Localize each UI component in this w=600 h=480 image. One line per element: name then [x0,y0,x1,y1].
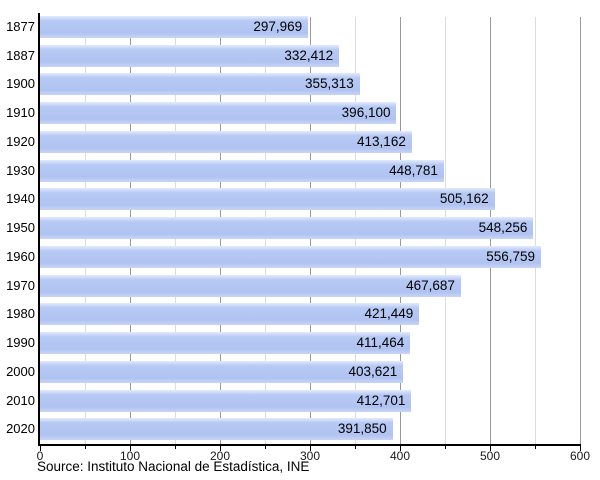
bar-value-label: 355,313 [304,76,354,92]
bar-row: 467,687 [40,272,580,301]
bar-row: 411,464 [40,329,580,358]
bar-row: 413,162 [40,128,580,157]
bar: 355,313 [40,73,360,96]
y-axis-label: 1887 [6,47,35,63]
bar-value-label: 391,850 [337,421,387,437]
bar-value-label: 332,412 [284,47,334,63]
y-axis-label: 2020 [6,421,35,437]
x-axis-tick-label: 500 [479,449,501,463]
bar-row: 412,701 [40,387,580,416]
y-axis-label: 1970 [6,277,35,293]
bar: 467,687 [40,274,461,297]
bar: 391,850 [40,418,393,441]
x-axis-tick-major [489,446,491,451]
bar-value-label: 297,969 [253,19,303,34]
plot-area: 297,969 332,412 355,313 396,100 413,162 448,7… [40,13,581,444]
bar: 413,162 [40,130,412,153]
bar-row: 548,256 [40,214,580,243]
bar-value-label: 467,687 [406,277,455,293]
bar: 396,100 [40,102,397,125]
y-axis-label: 1900 [6,76,35,92]
x-axis-tick-major [219,446,221,451]
gridline-minor [534,17,536,444]
source-caption: Source: Instituto Nacional de Estadístic… [37,459,310,474]
bar-value-label: 412,701 [356,392,406,408]
bar: 556,759 [40,245,542,268]
bar-value-label: 411,464 [356,335,405,351]
x-axis-tick-label: 600 [569,449,591,463]
bar-value-label: 421,449 [364,306,414,322]
y-axis-line [38,13,40,446]
y-axis-label: 2000 [6,363,35,379]
bar: 448,781 [40,159,444,182]
bar-row: 396,100 [40,99,580,128]
y-axis-label: 1980 [6,306,35,322]
x-axis-tick-major [39,446,41,451]
y-axis-label: 1950 [6,220,35,236]
bar: 403,621 [40,360,404,383]
y-axis-label: 1960 [6,248,35,264]
bar: 411,464 [40,332,411,355]
gridline-major [579,17,581,444]
bar-row: 403,621 [40,358,580,387]
bar: 332,412 [40,44,340,67]
x-axis-tick-label: 100 [119,449,141,463]
bar-row: 505,162 [40,185,580,214]
bar: 412,701 [40,389,412,412]
y-axis-label: 1877 [6,19,35,34]
x-axis-line [38,444,581,446]
bar-row: 556,759 [40,243,580,272]
bar: 297,969 [40,16,309,38]
bar-row: 448,781 [40,157,580,186]
bar-value-label: 505,162 [439,191,489,207]
bar-row: 355,313 [40,70,580,99]
y-axis-label: 1940 [6,191,35,207]
y-axis-label: 1920 [6,133,35,149]
x-axis-tick-major [399,446,401,451]
x-axis-tick-minor [444,446,446,449]
bar-row: 421,449 [40,300,580,329]
x-axis-tick-minor [534,446,536,449]
x-axis-tick-label: 400 [389,449,411,463]
bar: 548,256 [40,217,534,240]
x-axis-tick-minor [174,446,176,449]
bar-value-label: 413,162 [357,133,406,149]
x-axis-tick-label: 0 [36,449,44,463]
bar-value-label: 403,621 [348,363,398,379]
bar-value-label: 396,100 [341,105,391,121]
x-axis-tick-major [129,446,131,451]
bar-row: 391,850 [40,415,580,444]
x-axis-tick-minor [354,446,356,449]
y-axis-label: 1930 [6,162,35,178]
x-axis-tick-label: 200 [209,449,231,463]
bar-row: 297,969 [40,13,580,42]
x-axis-tick-minor [264,446,266,449]
x-axis-tick-major [309,446,311,451]
bar-row: 332,412 [40,42,580,71]
bar: 505,162 [40,188,495,211]
bar-value-label: 556,759 [486,248,536,264]
y-axis-label: 1910 [6,105,35,121]
bar-value-label: 548,256 [478,220,528,236]
bar: 421,449 [40,303,420,326]
x-axis-tick-label: 300 [299,449,321,463]
y-axis-label: 1990 [6,335,35,351]
y-axis-label: 2010 [6,392,35,408]
bar-value-label: 448,781 [389,162,438,178]
x-axis-tick-major [579,446,581,451]
x-axis-tick-minor [84,446,86,449]
